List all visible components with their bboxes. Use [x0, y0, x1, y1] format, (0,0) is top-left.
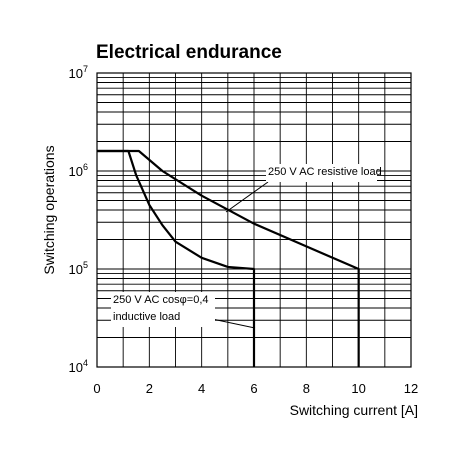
x-axis-label: Switching current [A] [290, 402, 418, 418]
x-tick-label: 2 [146, 381, 153, 396]
y-tick-label: 104 [69, 358, 88, 375]
x-tick-label: 6 [250, 381, 257, 396]
x-tick-label: 0 [93, 381, 100, 396]
series-resistive-load [97, 149, 360, 367]
annotation-resistive: 250 V AC resistive load [225, 164, 382, 213]
x-tick-label: 4 [198, 381, 205, 396]
y-axis-label: Switching operations [41, 145, 57, 274]
y-tick-label: 107 [69, 64, 88, 81]
annotation-layer: 250 V AC resistive load 250 V AC cosφ=0,4… [111, 164, 382, 329]
annotation-inductive: 250 V AC cosφ=0,4 inductive load [111, 292, 256, 329]
x-tick-label: 10 [351, 381, 365, 396]
series-layer [97, 149, 360, 367]
annotation-text: 250 V AC cosφ=0,4 [113, 294, 209, 306]
annotation-background [266, 164, 377, 182]
x-tick-label: 8 [303, 381, 310, 396]
series-inductive-load [97, 149, 256, 367]
y-tick-labels: 104 105 106 107 [69, 64, 88, 375]
annotation-text: 250 V AC resistive load [268, 166, 382, 178]
x-tick-label: 12 [404, 381, 418, 396]
x-tick-labels: 0 2 4 6 8 10 12 [93, 381, 418, 396]
annotation-background [111, 292, 215, 327]
annotation-text: inductive load [113, 311, 180, 323]
y-tick-label: 105 [69, 260, 88, 277]
y-tick-label: 106 [69, 162, 88, 179]
annotation-leader-line [225, 181, 269, 213]
chart-title: Electrical endurance [96, 42, 282, 63]
